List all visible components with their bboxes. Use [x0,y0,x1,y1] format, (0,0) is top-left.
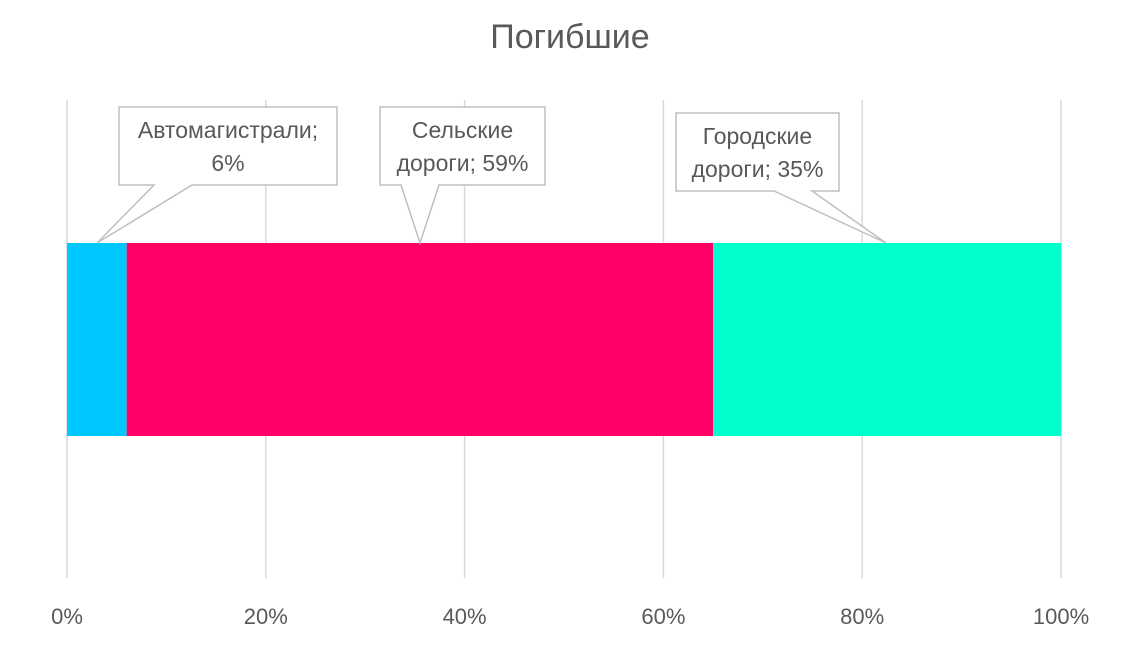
callout-shape [96,106,338,244]
data-label: 6% [211,150,244,176]
data-label-callout: Сельские дороги; 59% [379,106,546,246]
x-tick-label: 100% [1033,604,1089,629]
bar-segments [67,243,1061,436]
x-tick-label: 40% [443,604,487,629]
callout-shape [379,106,546,246]
data-label-callout: Автомагистрали; 6% [96,106,338,244]
callout-shape [675,112,887,244]
data-label: Автомагистрали; [138,117,318,143]
data-label: Сельские [412,117,513,143]
bar-segment [713,243,1061,436]
x-tick-label: 20% [244,604,288,629]
data-label: Городские [703,123,812,149]
data-label-callout: Городские дороги; 35% [675,112,887,244]
bar-segment [126,243,714,436]
chart-title: Погибшие [490,18,649,56]
x-tick-label: 80% [840,604,884,629]
bar-segment [67,243,127,436]
x-axis-tick-labels: 0% 20% 40% 60% 80% 100% [51,604,1089,629]
data-label: дороги; 59% [397,150,529,176]
data-label-callouts: Автомагистрали; 6% Сельские дороги; 59% Горо… [96,106,887,246]
data-label: дороги; 35% [692,156,824,182]
x-tick-label: 60% [641,604,685,629]
x-tick-label: 0% [51,604,83,629]
